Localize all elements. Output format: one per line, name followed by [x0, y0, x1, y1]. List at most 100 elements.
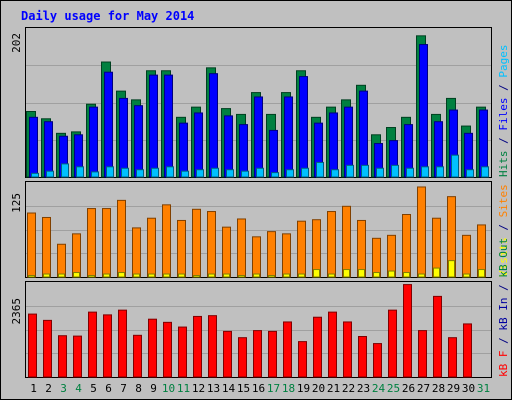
- visits-bar-visits: [118, 272, 125, 278]
- visits-bar-visits: [463, 273, 470, 278]
- kbytes-legend-part: kB Out: [497, 238, 510, 278]
- visits-bar-sites: [132, 227, 141, 278]
- kbytes-bar-kb-f: [193, 315, 202, 378]
- x-tick-label: 22: [342, 382, 355, 395]
- hits-bar-pages: [421, 166, 429, 178]
- hits-bar-files: [284, 96, 293, 178]
- hits-bar-pages: [406, 167, 414, 178]
- hits-bar-files: [149, 74, 158, 178]
- kbytes-bar-kb-f: [388, 309, 397, 378]
- visits-bar-sites: [462, 234, 471, 278]
- visits-bar-sites: [42, 216, 51, 278]
- hits-bar-files: [44, 121, 53, 178]
- x-tick-label: 12: [192, 382, 205, 395]
- visits-bar-visits: [208, 273, 215, 278]
- hits-bar-files: [194, 112, 203, 178]
- kbytes-bar-kb-f: [373, 343, 382, 378]
- kbytes-bar-kb-f: [253, 330, 262, 378]
- x-tick-label: 16: [252, 382, 265, 395]
- visits-bar-sites: [177, 219, 186, 278]
- kbytes-bar-kb-f: [283, 321, 292, 378]
- hits-bar-files: [29, 116, 38, 178]
- kbytes-legend-part: kB In: [497, 298, 510, 331]
- visits-bar-visits: [163, 273, 170, 278]
- hits-bar-pages: [91, 171, 99, 178]
- kbytes-bar-kb-f: [208, 315, 217, 378]
- kbytes-bar-kb-f: [28, 313, 37, 378]
- visits-bar-sites: [357, 219, 366, 278]
- hits-legend-part: /: [497, 131, 510, 151]
- visits-bar-visits: [58, 273, 65, 278]
- kbytes-bar-kb-f: [223, 330, 232, 378]
- hits-bar-pages: [61, 163, 69, 178]
- kbytes-bar-kb-f: [133, 334, 142, 378]
- hits-ymax-label: 202: [10, 33, 23, 53]
- x-tick-label: 2: [45, 382, 52, 395]
- hits-bar-files: [299, 76, 308, 178]
- kbytes-bar-kb-f: [163, 321, 172, 378]
- visits-bar-sites: [222, 226, 231, 278]
- visits-bar-visits: [103, 273, 110, 278]
- visits-bar-visits: [403, 272, 410, 278]
- x-tick-label: 15: [237, 382, 250, 395]
- visits-bar-visits: [73, 272, 80, 278]
- visits-legend-part: Visits: [497, 237, 510, 277]
- x-tick-label: 8: [135, 382, 142, 395]
- kbytes-bar-kb-f: [103, 314, 112, 378]
- hits-bar-pages: [166, 166, 174, 178]
- hits-bar-files: [359, 90, 368, 178]
- x-tick-label: 25: [387, 382, 400, 395]
- visits-legend-part: Sites: [497, 184, 510, 217]
- hits-bar-pages: [346, 164, 354, 178]
- x-tick-label: 24: [372, 382, 386, 395]
- hits-bar-pages: [31, 172, 39, 178]
- visits-bar-sites: [207, 211, 216, 278]
- hits-legend-part: Files: [497, 98, 510, 131]
- hits-bar-pages: [361, 164, 369, 178]
- x-tick-label: 4: [75, 382, 82, 395]
- hits-bar-pages: [136, 169, 144, 178]
- hits-bar-pages: [181, 170, 189, 178]
- hits-bar-pages: [121, 167, 129, 178]
- hits-bar-pages: [211, 167, 219, 178]
- hits-bar-files: [329, 112, 338, 178]
- hits-legend-part: Pages: [497, 45, 510, 78]
- hits-bar-pages: [256, 167, 264, 178]
- visits-bar-visits: [43, 273, 50, 278]
- visits-bar-sites: [267, 231, 276, 278]
- x-tick-label: 3: [60, 382, 67, 395]
- visits-bar-sites: [57, 243, 66, 278]
- visits-bar-sites: [342, 205, 351, 278]
- visits-bar-visits: [268, 275, 275, 278]
- chart-title: Daily usage for May 2014: [21, 9, 194, 23]
- visits-legend: Visits / Sites: [497, 184, 510, 277]
- hits-bar-files: [224, 115, 233, 178]
- visits-bar-sites: [417, 186, 426, 278]
- x-tick-label: 29: [447, 382, 460, 395]
- x-tick-label: 11: [177, 382, 190, 395]
- x-tick-label: 30: [462, 382, 475, 395]
- kbytes-bar-kb-f: [88, 311, 97, 378]
- visits-bar-sites: [327, 211, 336, 278]
- kbytes-bar-kb-f: [118, 309, 127, 378]
- x-tick-label: 14: [222, 382, 236, 395]
- visits-bar-sites: [162, 204, 171, 278]
- x-tick-label: 6: [105, 382, 112, 395]
- x-tick-label: 19: [297, 382, 310, 395]
- hits-bar-pages: [391, 164, 399, 178]
- hits-bar-pages: [376, 167, 384, 178]
- visits-bar-sites: [402, 214, 411, 278]
- hits-bar-files: [239, 124, 248, 178]
- hits-bar-pages: [46, 170, 54, 178]
- x-tick-label: 7: [120, 382, 127, 395]
- visits-bar-visits: [88, 275, 95, 278]
- hits-bar-files: [419, 44, 428, 178]
- visits-bar-sites: [102, 208, 111, 278]
- kbytes-bar-kb-f: [178, 326, 187, 378]
- hits-legend: Hits / Files / Pages: [497, 45, 510, 178]
- x-tick-label: 17: [267, 382, 280, 395]
- x-tick-label: 23: [357, 382, 370, 395]
- visits-bar-sites: [297, 220, 306, 278]
